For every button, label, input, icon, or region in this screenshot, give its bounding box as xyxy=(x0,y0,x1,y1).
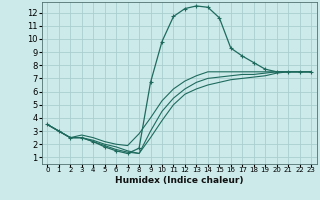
X-axis label: Humidex (Indice chaleur): Humidex (Indice chaleur) xyxy=(115,176,244,185)
